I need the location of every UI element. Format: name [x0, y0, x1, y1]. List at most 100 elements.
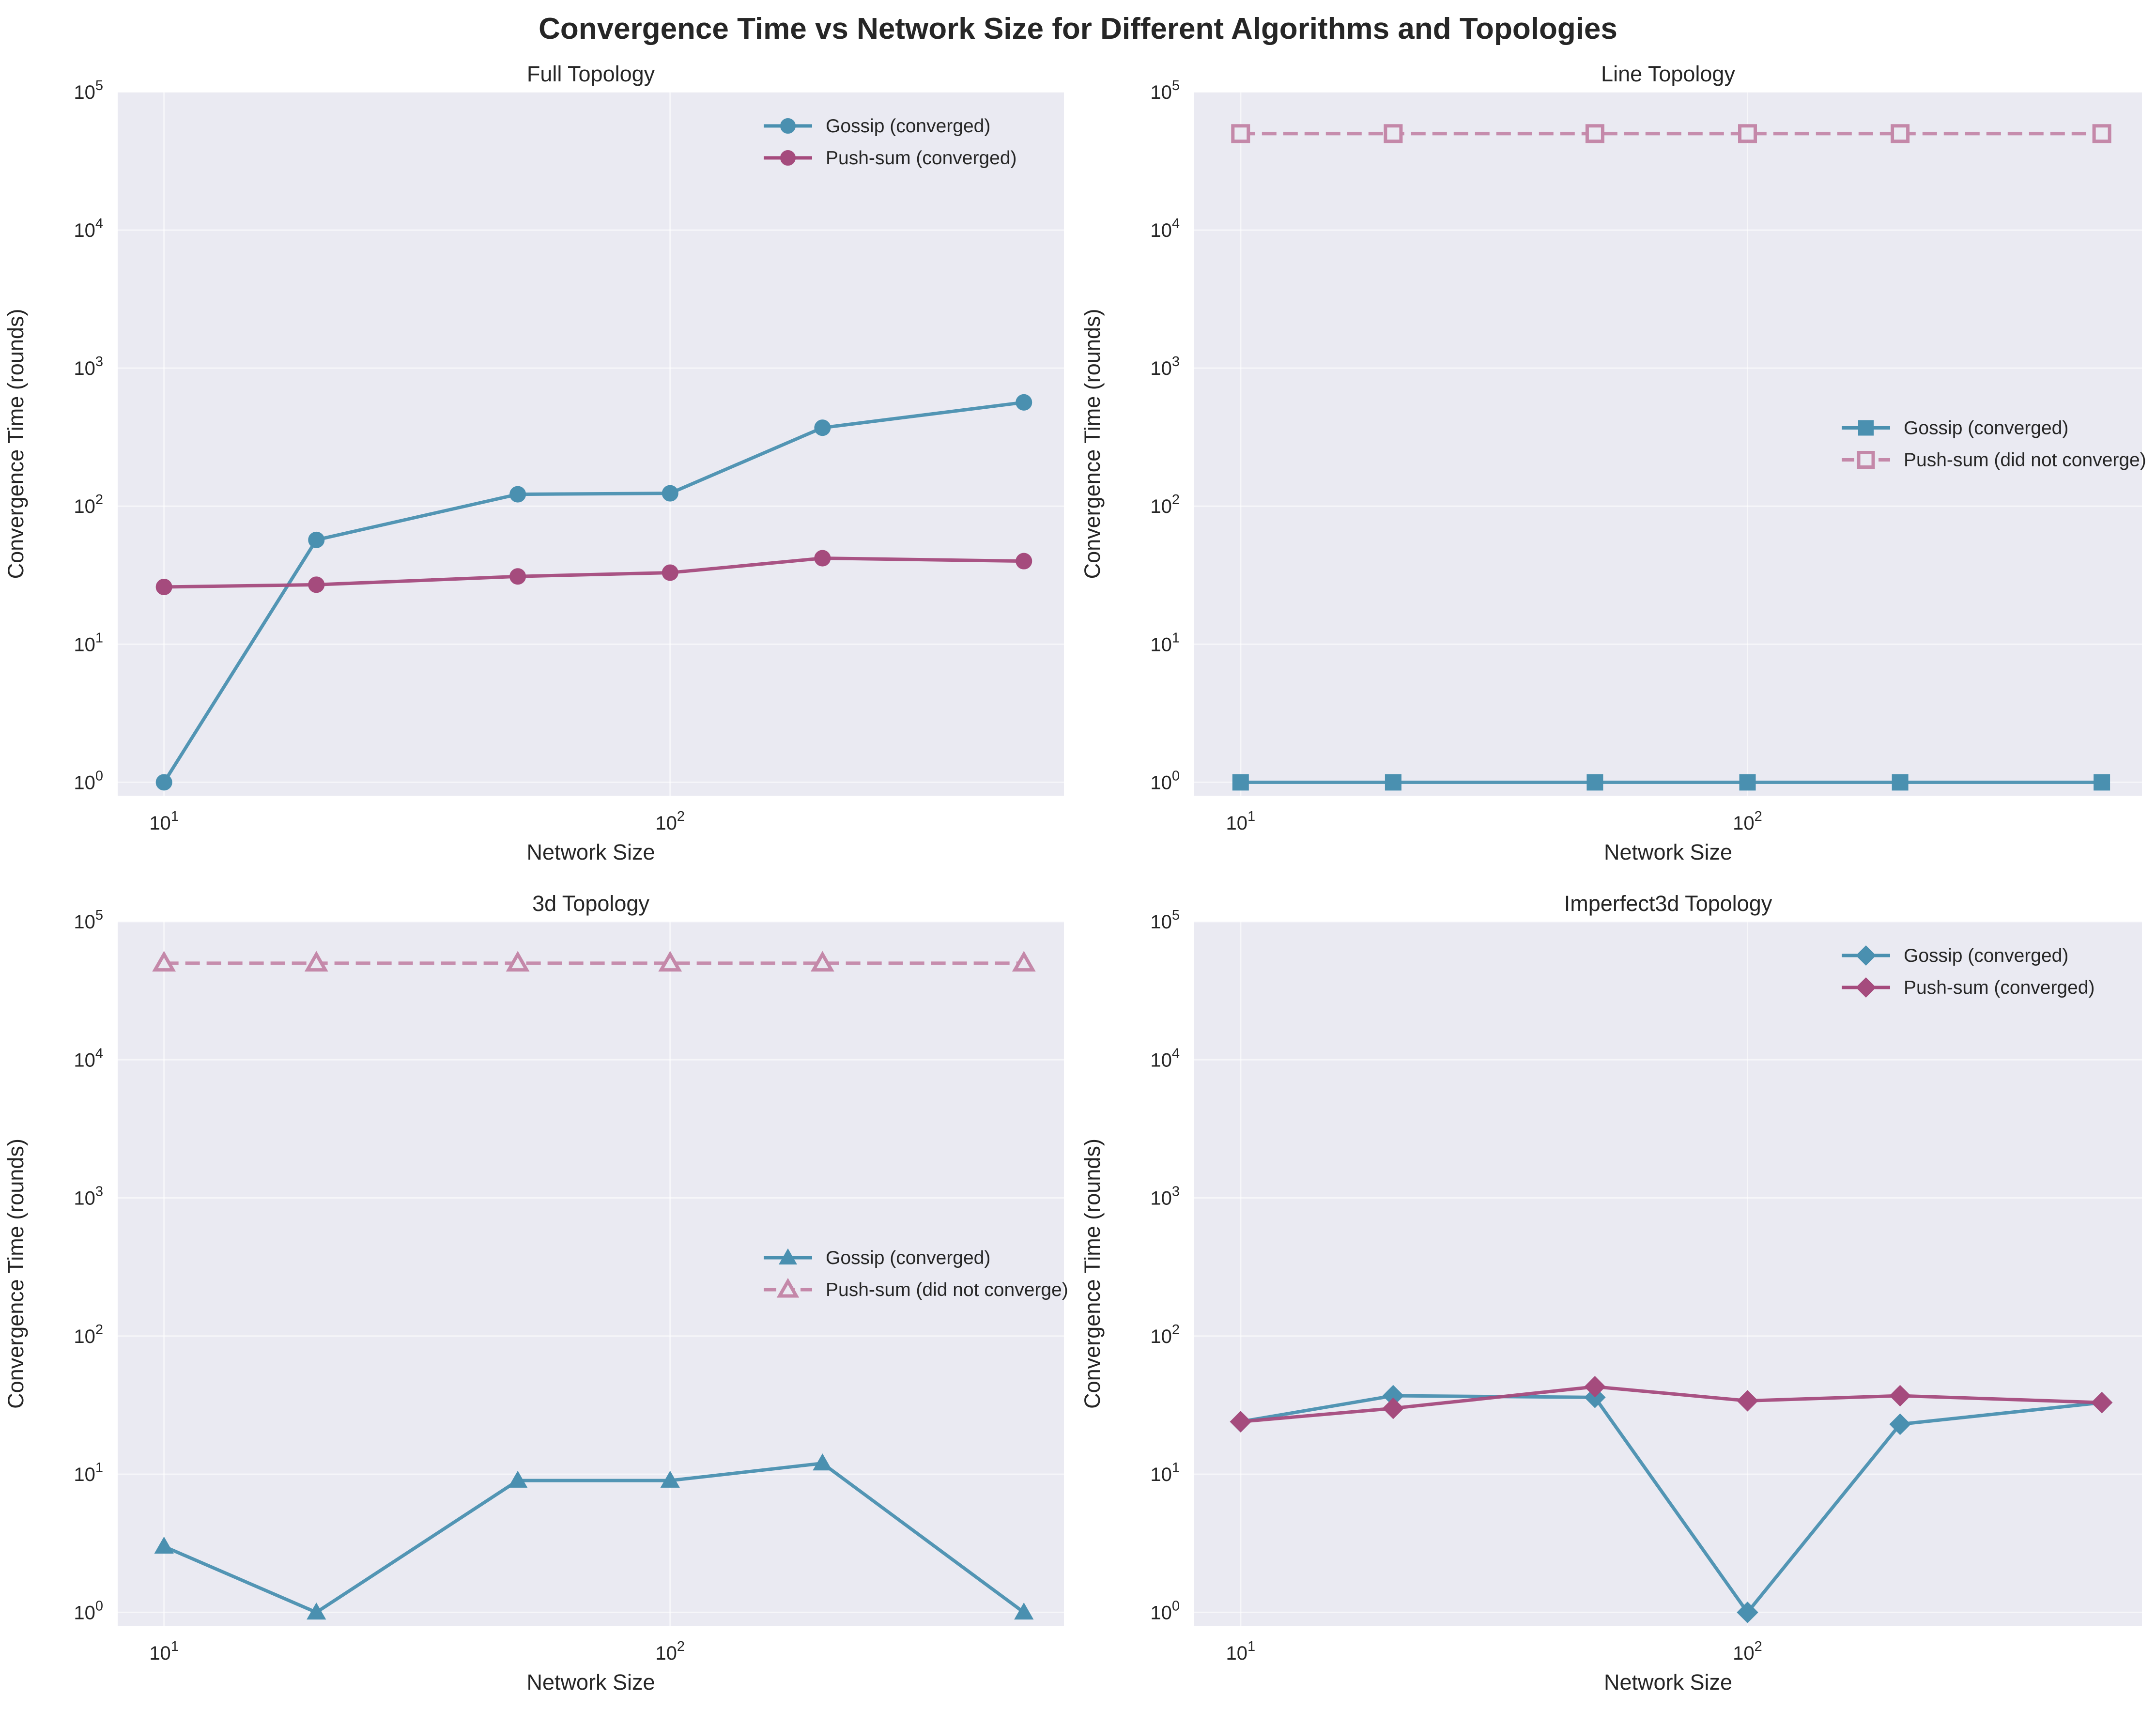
legend-marker	[776, 1278, 800, 1298]
legend-label: Gossip (converged)	[826, 116, 990, 137]
legend-entry: Push-sum (did not converge)	[1842, 450, 2146, 471]
data-point	[810, 951, 834, 972]
figure-title: Convergence Time vs Network Size for Dif…	[539, 12, 1617, 46]
data-point	[509, 486, 526, 503]
y-tick-label: 104	[74, 216, 103, 241]
series-line	[1240, 1394, 2102, 1614]
data-point	[662, 485, 678, 502]
x-axis-label: Network Size	[1604, 840, 1732, 864]
y-tick-label: 104	[1150, 216, 1180, 241]
data-point	[1585, 124, 1604, 143]
legend-entry: Push-sum (did not converge)	[764, 1278, 1068, 1300]
legend-marker	[780, 150, 796, 166]
subplot-grid: 101 102 100 101 102 103 104 105 Full Topology Net…	[3, 62, 2146, 1695]
legend: Gossip (converged) Push-sum (converged)	[1842, 945, 2095, 998]
y-tick-label: 105	[74, 908, 103, 933]
data-point	[1016, 394, 1032, 411]
y-tick-label: 101	[1150, 1460, 1180, 1485]
y-tick-label: 103	[1150, 354, 1180, 379]
y-tick-label: 103	[1150, 1184, 1180, 1209]
y-tick-label: 101	[74, 1460, 103, 1485]
x-tick-label: 101	[1226, 1639, 1255, 1664]
x-axis-label: Network Size	[526, 840, 655, 864]
data-point	[155, 579, 172, 596]
y-tick-label: 102	[74, 492, 103, 517]
y-tick-label: 105	[1150, 908, 1180, 933]
data-point	[1737, 1602, 1758, 1623]
data-point	[658, 951, 682, 972]
x-tick-label: 101	[149, 809, 179, 834]
series-2	[1230, 1376, 2113, 1433]
data-point	[1891, 124, 1910, 143]
subplot-title: Full Topology	[527, 62, 655, 86]
legend: Gossip (converged) Push-sum (did not conv…	[1842, 418, 2146, 471]
legend-label: Push-sum (did not converge)	[1904, 450, 2146, 471]
x-axis-label: Network Size	[526, 1670, 655, 1695]
data-point	[814, 419, 831, 436]
data-point	[2094, 774, 2110, 791]
legend-label: Gossip (converged)	[826, 1248, 990, 1268]
data-point	[1737, 1390, 1758, 1412]
series-2	[152, 951, 1036, 972]
y-tick-label: 100	[1150, 1598, 1180, 1623]
y-tick-label: 105	[74, 78, 103, 103]
data-point	[1892, 774, 1909, 791]
data-point	[1231, 124, 1250, 143]
data-point	[814, 550, 831, 567]
y-tick-label: 103	[74, 1184, 103, 1209]
legend-marker	[780, 118, 796, 134]
series-2	[155, 550, 1032, 596]
subplot-title: Line Topology	[1601, 62, 1735, 86]
legend-marker	[1856, 945, 1876, 966]
data-point	[152, 951, 176, 972]
x-tick-label: 101	[149, 1639, 179, 1664]
x-tick-label: 102	[1733, 1639, 1762, 1664]
subplot-4: 101 102 100 101 102 103 104 105 Imperfect3d Topo…	[1080, 891, 2142, 1695]
x-tick-label: 102	[655, 1639, 685, 1664]
y-tick-label: 102	[1150, 492, 1180, 517]
data-point	[1382, 1397, 1404, 1419]
legend-label: Gossip (converged)	[1904, 945, 2068, 966]
data-point	[1012, 951, 1036, 972]
legend: Gossip (converged) Push-sum (did not conv…	[764, 1248, 1068, 1300]
subplot-3: 101 102 100 101 102 103 104 105 3d Topology Netwo…	[3, 891, 1068, 1695]
y-tick-label: 102	[74, 1322, 103, 1347]
data-point	[308, 531, 325, 548]
legend-label: Gossip (converged)	[1904, 418, 2068, 439]
data-point	[155, 774, 172, 791]
y-axis-label: Convergence Time (rounds)	[1080, 309, 1105, 579]
legend-entry: Push-sum (converged)	[764, 148, 1017, 169]
plot-area	[1194, 922, 2142, 1626]
data-point	[1230, 1411, 1252, 1433]
x-tick-label: 102	[1733, 809, 1762, 834]
data-point	[307, 1602, 326, 1620]
data-point	[509, 568, 526, 585]
plot-area	[118, 92, 1064, 796]
y-axis-label: Convergence Time (rounds)	[1080, 1139, 1105, 1409]
legend-marker	[1857, 451, 1875, 469]
legend-entry: Push-sum (converged)	[1842, 977, 2095, 998]
data-point	[1584, 1376, 1606, 1398]
legend-marker	[1858, 420, 1874, 436]
subplot-title: Imperfect3d Topology	[1564, 891, 1772, 916]
legend-entry: Gossip (converged)	[764, 1248, 990, 1268]
series-2	[1231, 124, 2111, 143]
data-point	[154, 1536, 174, 1554]
data-point	[662, 564, 678, 581]
y-tick-label: 100	[1150, 768, 1180, 793]
y-tick-label: 104	[1150, 1046, 1180, 1071]
legend-label: Push-sum (did not converge)	[826, 1279, 1068, 1300]
legend-entry: Gossip (converged)	[764, 116, 990, 137]
y-axis-label: Convergence Time (rounds)	[3, 1139, 28, 1409]
y-tick-label: 100	[74, 768, 103, 793]
data-point	[1889, 1413, 1911, 1435]
data-point	[813, 1453, 832, 1471]
series-1	[154, 1453, 1034, 1620]
y-axis-label: Convergence Time (rounds)	[3, 309, 28, 579]
data-point	[1232, 774, 1249, 791]
subplot-2: 101 102 100 101 102 103 104 105 Line Topology Net…	[1080, 62, 2146, 864]
legend: Gossip (converged) Push-sum (converged)	[764, 116, 1017, 169]
data-point	[506, 951, 530, 972]
data-point	[508, 1470, 528, 1488]
